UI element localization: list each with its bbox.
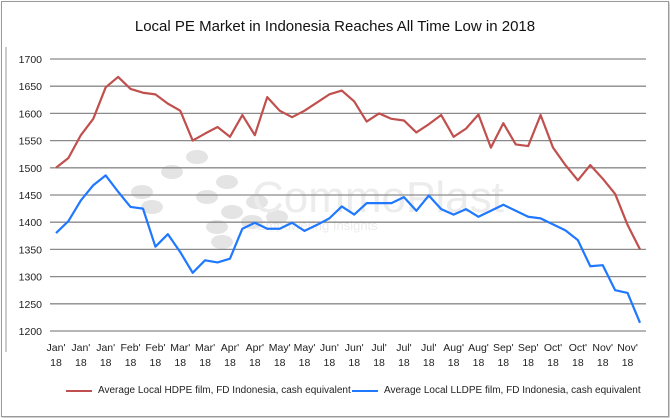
x-tick-year: 18	[100, 357, 112, 369]
x-tick-label: May'	[294, 342, 316, 354]
y-tick-label: 1400	[19, 217, 43, 229]
x-tick-label: Oct'	[569, 342, 587, 354]
series-line-lldpe	[55, 174, 642, 324]
x-tick-label: Nov'	[617, 342, 638, 354]
y-tick-label: 1250	[19, 299, 43, 311]
legend-swatch-hdpe	[66, 389, 92, 392]
x-tick-year: 18	[547, 357, 559, 369]
watermark-dot	[266, 210, 288, 224]
watermark-dot	[161, 165, 183, 179]
x-tick-year: 18	[75, 357, 87, 369]
x-tick-year: 18	[497, 357, 509, 369]
x-tick-year: 18	[597, 357, 609, 369]
legend-item-hdpe: Average Local HDPE film, FD Indonesia, c…	[66, 385, 351, 396]
x-tick-year: 18	[522, 357, 534, 369]
watermark-dot	[221, 205, 243, 219]
x-tick-label: Jul'	[396, 342, 411, 354]
legend-label-lldpe: Average Local LLDPE film, FD Indonesia, …	[384, 385, 641, 396]
y-tick-label: 1550	[19, 136, 43, 148]
legend-item-lldpe: Average Local LLDPE film, FD Indonesia, …	[352, 385, 641, 396]
x-tick-label: Oct'	[544, 342, 562, 354]
x-tick-year: 18	[249, 357, 261, 369]
y-tick-label: 1450	[19, 190, 43, 202]
x-tick-label: Feb'	[120, 342, 140, 354]
series-line-hdpe	[55, 75, 641, 250]
x-tick-label: May'	[269, 342, 291, 354]
y-tick-label: 1600	[19, 108, 43, 120]
x-tick-label: Jun'	[320, 342, 339, 354]
x-tick-label: Sep'	[493, 342, 514, 354]
x-tick-label: Jan'	[47, 342, 66, 354]
x-tick-year: 18	[174, 357, 186, 369]
legend-label-hdpe: Average Local HDPE film, FD Indonesia, c…	[98, 385, 351, 396]
x-tick-year: 18	[572, 357, 584, 369]
watermark-dot	[131, 185, 153, 199]
y-tick-label: 1300	[19, 272, 43, 284]
x-tick-year: 18	[274, 357, 286, 369]
x-tick-label: Feb'	[145, 342, 165, 354]
y-tick-label: 1700	[19, 54, 43, 66]
watermark-dot	[206, 220, 228, 234]
legend-swatch-lldpe	[352, 389, 378, 392]
watermark-dot	[211, 235, 233, 249]
chart-title: Local PE Market in Indonesia Reaches All…	[134, 18, 536, 35]
watermark-dot	[246, 195, 268, 209]
x-tick-year: 18	[50, 357, 62, 369]
x-tick-label: Jun'	[345, 342, 364, 354]
x-tick-year: 18	[150, 357, 162, 369]
x-tick-label: Nov'	[592, 342, 613, 354]
x-tick-year: 18	[448, 357, 460, 369]
x-tick-year: 18	[423, 357, 435, 369]
x-tick-year: 18	[622, 357, 634, 369]
y-tick-label: 1350	[19, 244, 43, 256]
x-tick-year: 18	[373, 357, 385, 369]
x-tick-year: 18	[224, 357, 236, 369]
y-tick-label: 1200	[19, 326, 43, 338]
x-tick-label: Apr'	[246, 342, 264, 354]
x-tick-year: 18	[348, 357, 360, 369]
x-tick-label: Aug'	[468, 342, 489, 354]
x-tick-year: 18	[299, 357, 311, 369]
x-tick-year: 18	[199, 357, 211, 369]
x-tick-label: Jan'	[71, 342, 90, 354]
x-tick-year: 18	[125, 357, 137, 369]
watermark-dot	[216, 175, 238, 189]
x-tick-year: 18	[324, 357, 336, 369]
x-tick-label: Mar'	[195, 342, 215, 354]
y-tick-label: 1500	[19, 163, 43, 175]
x-tick-year: 18	[398, 357, 410, 369]
watermark-dot	[186, 150, 208, 164]
x-tick-label: Jul'	[421, 342, 436, 354]
x-tick-label: Mar'	[170, 342, 190, 354]
x-tick-label: Aug'	[443, 342, 464, 354]
x-tick-label: Apr'	[221, 342, 239, 354]
x-tick-label: Sep'	[518, 342, 539, 354]
x-tick-label: Jan'	[96, 342, 115, 354]
x-tick-year: 18	[473, 357, 485, 369]
y-tick-label: 1650	[19, 81, 43, 93]
watermark-dot	[141, 200, 163, 214]
x-tick-label: Jul'	[371, 342, 386, 354]
watermark-text: CommoPlast	[252, 173, 504, 222]
watermark-dot	[196, 190, 218, 204]
